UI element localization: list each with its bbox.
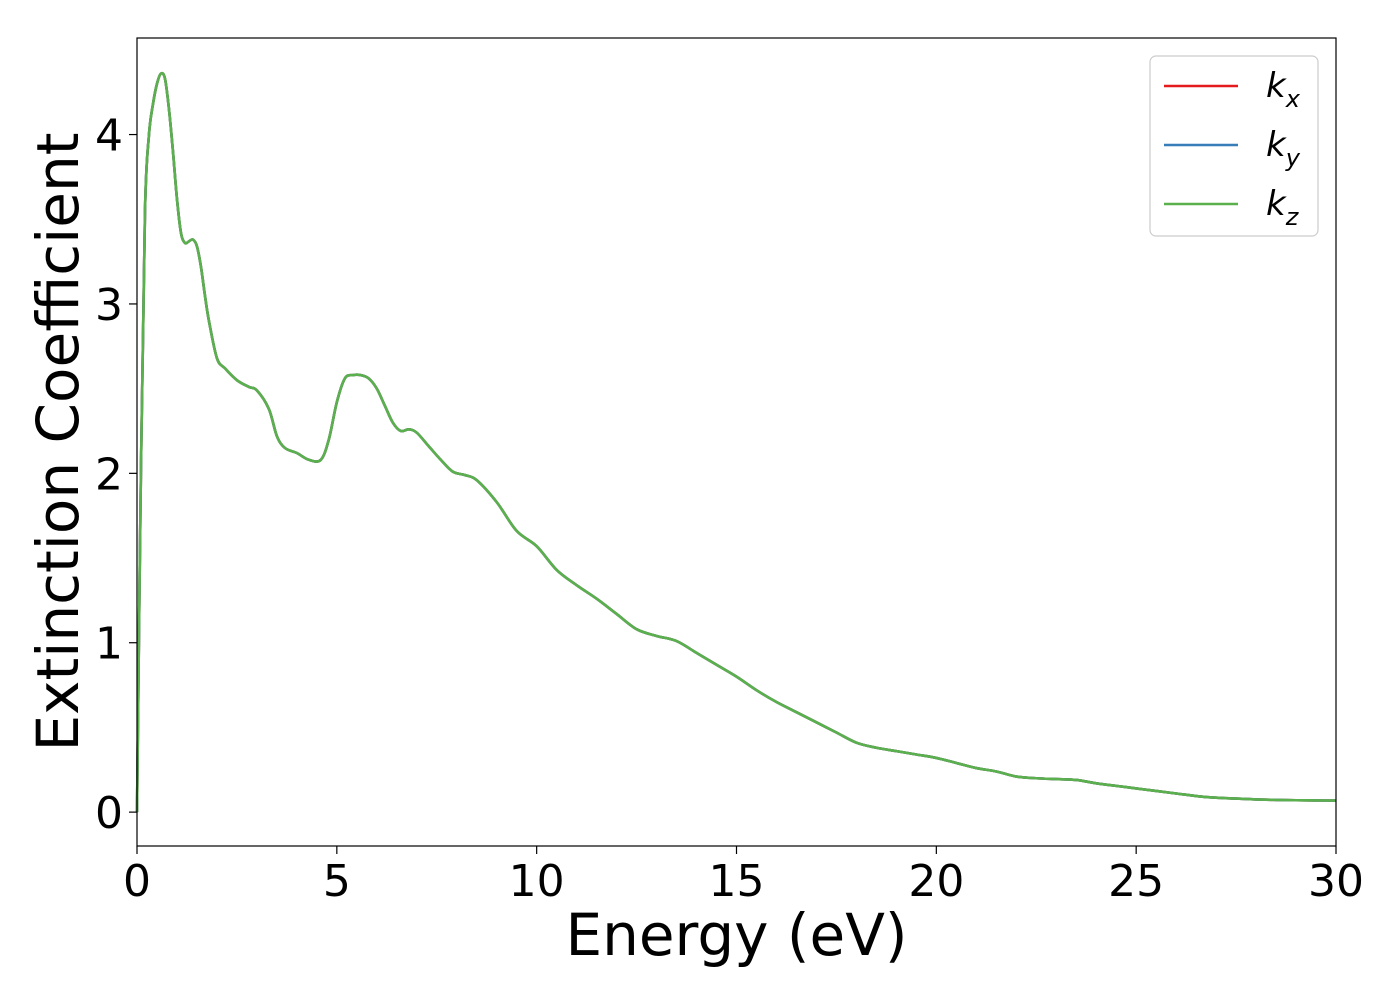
legend-label-main: k <box>1266 184 1287 224</box>
legend-label-z: kz <box>1266 184 1300 231</box>
legend-label-main: k <box>1266 125 1287 165</box>
legend-label-x: kx <box>1266 66 1301 113</box>
x-tick-label: 10 <box>509 856 565 907</box>
legend-label-sub: z <box>1285 203 1300 231</box>
y-tick-label: 0 <box>95 788 123 839</box>
legend-label-y: ky <box>1266 125 1301 172</box>
x-tick-label: 15 <box>709 856 765 907</box>
y-tick-label: 3 <box>95 280 123 331</box>
x-tick-label: 20 <box>908 856 964 907</box>
x-axis-ticks: 0 5 10 15 20 25 30 <box>123 846 1364 907</box>
y-tick-label: 2 <box>95 449 123 500</box>
x-tick-label: 0 <box>123 856 151 907</box>
y-axis-label: Extinction Coefficient <box>24 133 92 752</box>
y-tick-label: 4 <box>95 111 123 162</box>
legend-label-sub: y <box>1285 144 1301 172</box>
x-axis-label: Energy (eV) <box>565 901 907 969</box>
x-tick-label: 5 <box>323 856 351 907</box>
series-layer <box>135 71 1337 813</box>
series-line-z <box>135 71 1337 813</box>
y-axis-ticks: 0 1 2 3 4 <box>95 111 137 839</box>
y-tick-label: 1 <box>95 619 123 670</box>
legend-label-sub: x <box>1285 85 1301 113</box>
x-tick-label: 30 <box>1308 856 1364 907</box>
x-tick-label: 25 <box>1108 856 1164 907</box>
legend-label-main: k <box>1266 66 1287 106</box>
